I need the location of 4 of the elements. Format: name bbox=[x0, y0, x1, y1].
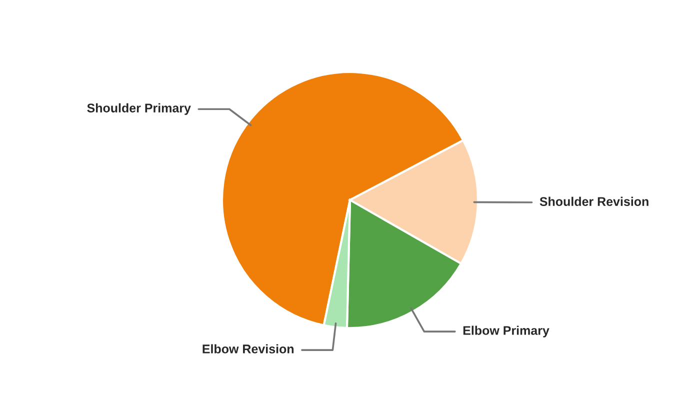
slice-label: Elbow Revision bbox=[202, 344, 294, 354]
slice-label: Elbow Primary bbox=[463, 326, 550, 338]
slice-label: Shoulder Revision bbox=[540, 196, 648, 206]
slice-label: Shoulder Primary bbox=[87, 103, 191, 115]
